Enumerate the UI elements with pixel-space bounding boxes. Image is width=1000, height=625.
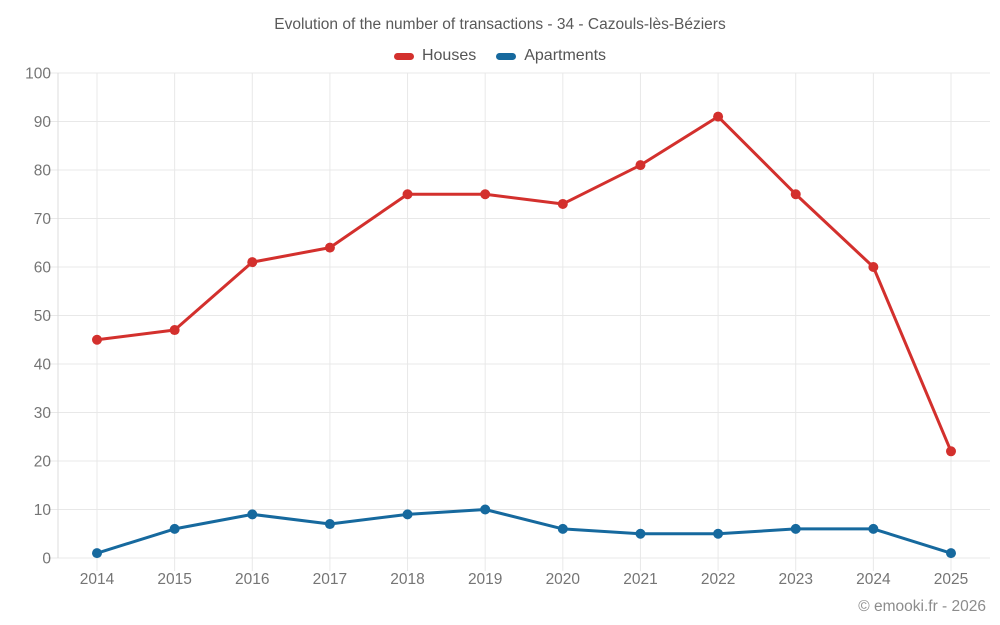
y-axis-tick-label: 0 bbox=[42, 551, 51, 568]
y-axis-tick-label: 20 bbox=[34, 454, 52, 471]
data-point-apartments-2021 bbox=[635, 528, 646, 539]
x-axis-tick-label: 2022 bbox=[701, 571, 735, 588]
data-point-apartments-2019 bbox=[480, 504, 491, 515]
y-axis-tick-label: 100 bbox=[25, 66, 51, 83]
copyright-footer: © emooki.fr - 2026 bbox=[858, 598, 986, 615]
data-point-apartments-2014 bbox=[92, 548, 102, 559]
x-axis-tick-label: 2025 bbox=[934, 571, 968, 588]
data-point-apartments-2017 bbox=[324, 519, 335, 530]
data-point-houses-2021 bbox=[635, 160, 646, 171]
data-point-apartments-2016 bbox=[247, 509, 258, 520]
houses-series-swatch-icon bbox=[393, 52, 414, 60]
x-axis-tick-label: 2015 bbox=[157, 571, 191, 588]
x-axis-tick-label: 2021 bbox=[623, 571, 657, 588]
data-point-houses-2014 bbox=[92, 334, 102, 345]
data-point-houses-2025 bbox=[946, 446, 956, 457]
y-axis-tick-label: 60 bbox=[34, 260, 52, 277]
data-point-houses-2018 bbox=[402, 189, 413, 200]
series-line-apartments bbox=[95, 508, 953, 555]
data-point-houses-2016 bbox=[247, 257, 258, 268]
data-point-houses-2017 bbox=[324, 242, 335, 253]
data-point-houses-2024 bbox=[868, 262, 879, 272]
legend-item-houses[interactable]: Houses bbox=[393, 47, 477, 65]
x-axis-tick-label: 2020 bbox=[546, 571, 581, 588]
data-point-apartments-2023 bbox=[790, 523, 801, 534]
y-axis-tick-label: 80 bbox=[34, 163, 52, 180]
data-point-houses-2023 bbox=[790, 189, 801, 200]
data-point-houses-2015 bbox=[169, 325, 180, 336]
data-point-apartments-2015 bbox=[169, 523, 180, 534]
chart-title: Evolution of the number of transactions … bbox=[274, 16, 726, 33]
data-point-apartments-2020 bbox=[557, 523, 568, 534]
legend-label-apartments: Apartments bbox=[524, 47, 607, 64]
legend-label-houses: Houses bbox=[421, 47, 477, 64]
data-point-apartments-2025 bbox=[946, 548, 956, 559]
data-point-houses-2020 bbox=[557, 198, 568, 209]
x-axis-tick-label: 2014 bbox=[80, 571, 115, 588]
legend-item-apartments[interactable]: Apartments bbox=[496, 47, 606, 65]
y-axis-tick-label: 90 bbox=[34, 114, 52, 131]
y-axis-tick-label: 10 bbox=[34, 502, 52, 519]
apartments-series-swatch-icon bbox=[496, 52, 517, 60]
y-axis-tick-label: 40 bbox=[34, 357, 52, 374]
x-axis-tick-label: 2019 bbox=[468, 571, 502, 588]
data-point-apartments-2018 bbox=[402, 509, 413, 520]
x-axis-tick-label: 2018 bbox=[390, 571, 424, 588]
data-point-houses-2022 bbox=[713, 111, 724, 122]
y-axis-tick-label: 50 bbox=[34, 308, 52, 325]
x-axis-tick-label: 2024 bbox=[856, 571, 891, 588]
x-axis-tick-label: 2023 bbox=[778, 571, 812, 588]
chart-legend: Houses Apartments bbox=[0, 47, 1000, 65]
series-line-houses bbox=[95, 115, 953, 453]
data-point-houses-2019 bbox=[480, 189, 491, 200]
y-axis-tick-label: 30 bbox=[34, 405, 52, 422]
data-point-apartments-2022 bbox=[713, 528, 724, 539]
y-axis-tick-label: 70 bbox=[34, 211, 52, 228]
data-point-apartments-2024 bbox=[868, 523, 879, 534]
x-axis-tick-label: 2016 bbox=[235, 571, 269, 588]
x-axis-tick-label: 2017 bbox=[313, 571, 347, 588]
